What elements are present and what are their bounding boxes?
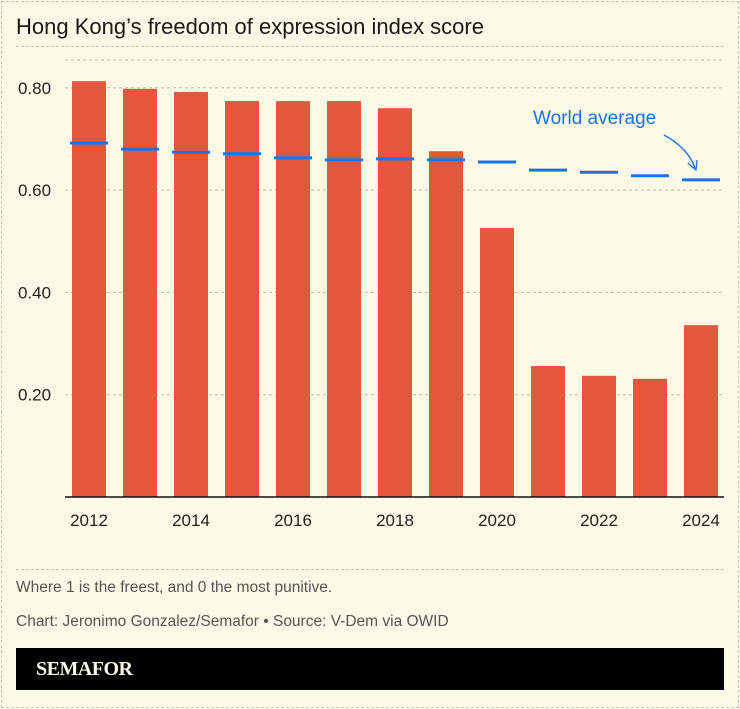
x-tick-label: 2020 bbox=[478, 511, 516, 530]
bar-chart: 0.20 0.40 0.60 0.80 2012 2014 2016 2018 2020 2022… bbox=[18, 59, 724, 530]
y-tick-label: 0.80 bbox=[18, 79, 51, 98]
bar-2024 bbox=[684, 325, 718, 497]
credit: Chart: Jeronimo Gonzalez/Semafor • Sourc… bbox=[16, 613, 449, 630]
semafor-logo: SEMAFOR bbox=[36, 658, 133, 680]
brand-bar: SEMAFOR bbox=[16, 648, 724, 690]
x-tick-label: 2018 bbox=[376, 511, 414, 530]
bar-2021 bbox=[531, 366, 565, 497]
divider bbox=[16, 569, 724, 570]
bar-2023 bbox=[633, 378, 667, 497]
bar-2015 bbox=[225, 101, 259, 497]
bar-2013 bbox=[123, 88, 157, 497]
x-tick-label: 2022 bbox=[580, 511, 618, 530]
footnote: Where 1 is the freest, and 0 the most pu… bbox=[16, 579, 333, 596]
bar-2020 bbox=[480, 227, 514, 498]
arrowhead-icon bbox=[687, 159, 698, 172]
annotation-arrow-icon bbox=[663, 134, 696, 169]
bar-2019 bbox=[429, 151, 463, 497]
x-tick-label: 2024 bbox=[682, 511, 720, 530]
chart-title: Hong Kong’s freedom of expression index … bbox=[16, 14, 484, 39]
y-tick-label: 0.60 bbox=[18, 181, 51, 200]
bar-2018 bbox=[378, 108, 412, 497]
bar-2017 bbox=[327, 101, 361, 497]
divider bbox=[16, 46, 724, 47]
bar-2022 bbox=[582, 375, 616, 497]
x-tick-label: 2016 bbox=[274, 511, 312, 530]
x-tick-label: 2012 bbox=[70, 511, 108, 530]
x-tick-label: 2014 bbox=[172, 511, 210, 530]
bar-2016 bbox=[276, 101, 310, 497]
world-average-label: World average bbox=[533, 108, 656, 129]
y-tick-label: 0.40 bbox=[18, 283, 51, 302]
bar-2014 bbox=[174, 91, 208, 497]
bar-2012 bbox=[72, 81, 106, 497]
y-tick-label: 0.20 bbox=[18, 386, 51, 405]
